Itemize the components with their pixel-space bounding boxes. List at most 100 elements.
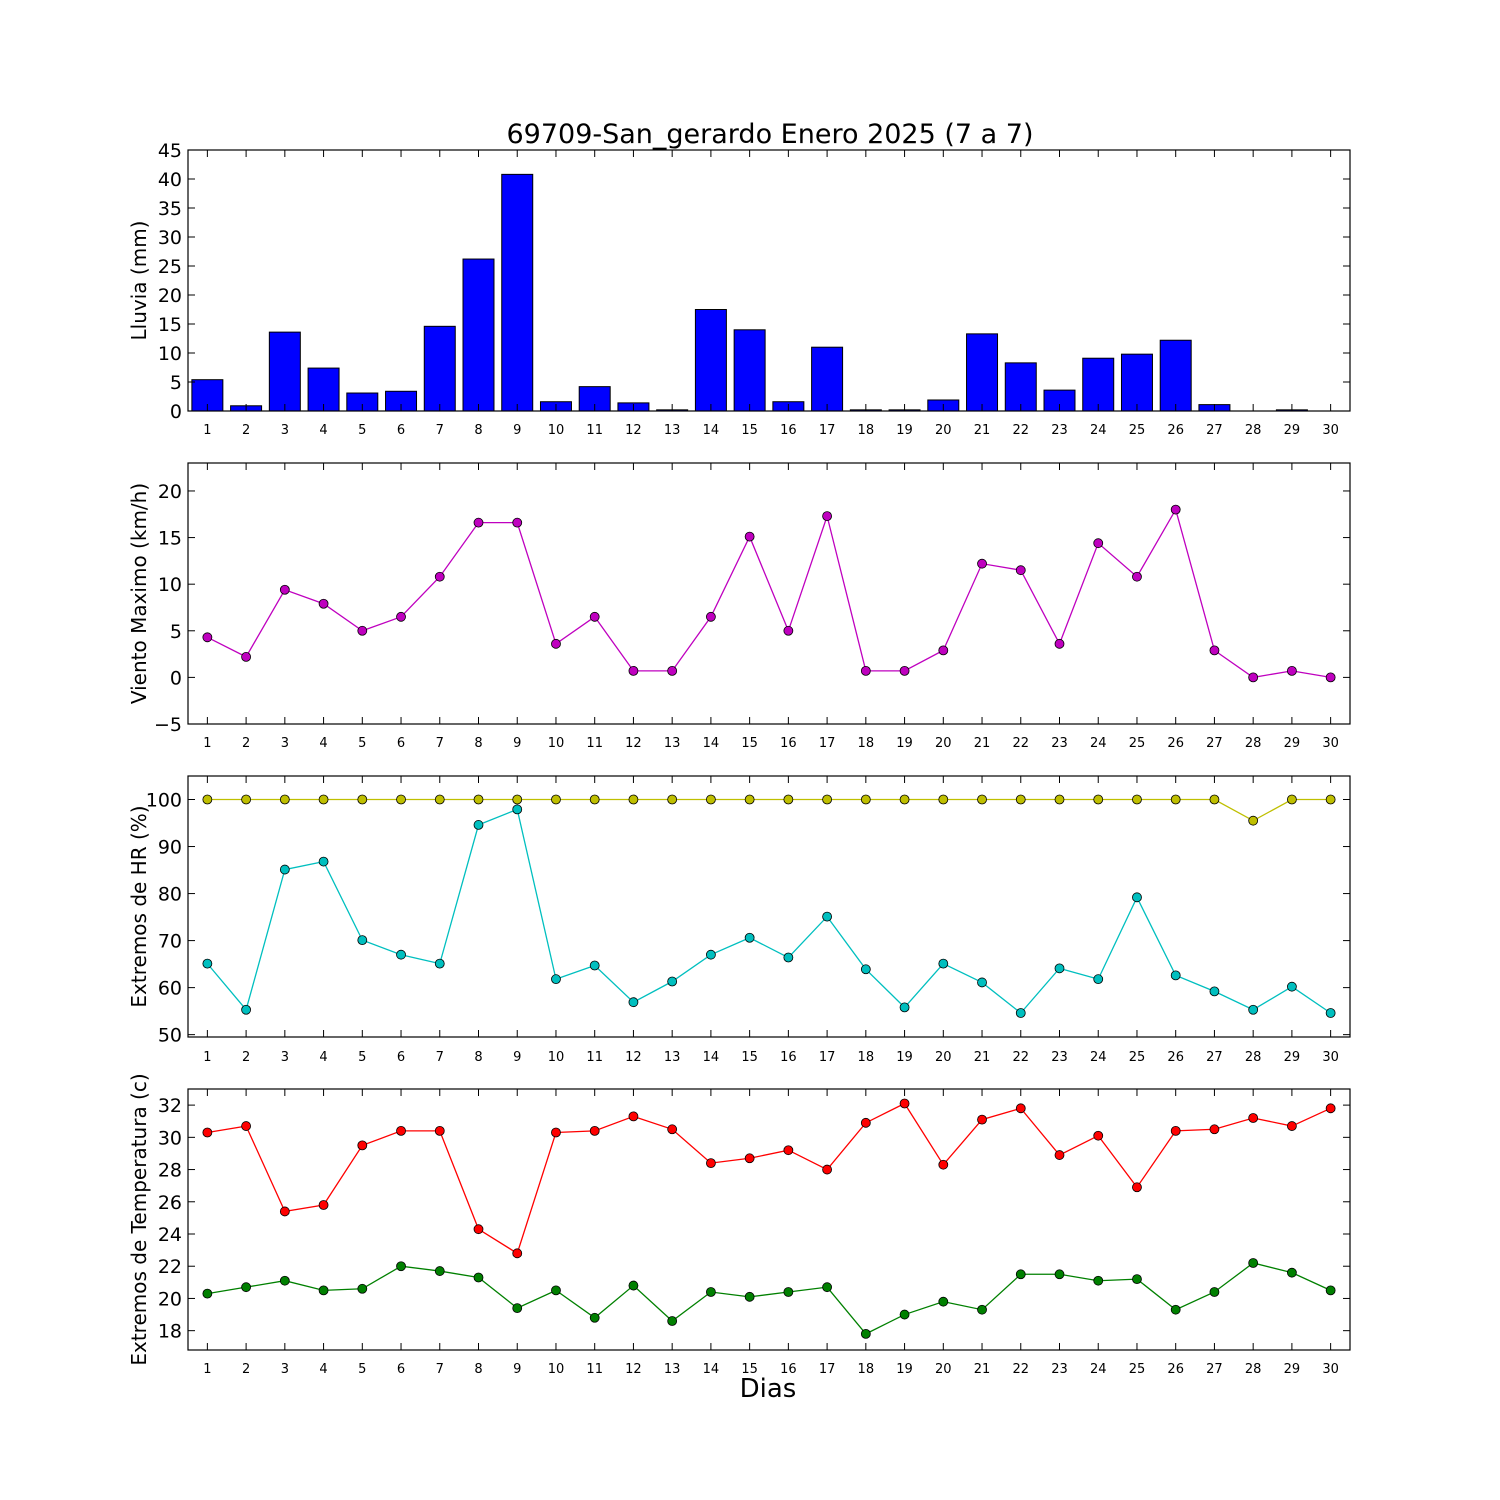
point-series-1-day-14 [706,794,716,805]
point-series-1-day-18 [860,794,871,805]
point-series-1-day-9 [512,1248,523,1259]
point-series-2-day-20 [938,1296,949,1307]
point-series-1-day-14 [706,611,716,622]
x-tick-label: 28 [1245,1362,1262,1377]
series-line-1 [207,1102,1331,1255]
point-series-1-day-29 [1287,665,1297,676]
point-series-2-day-25 [1132,892,1142,903]
x-tick-label: 4 [319,423,327,438]
point-series-2-day-15 [744,1291,755,1302]
x-tick-label: 20 [935,423,952,438]
point-series-1-day-12 [628,794,639,805]
point-series-2-day-2 [241,1004,252,1015]
x-tick-label: 13 [664,1050,681,1065]
x-tick-label: 20 [935,736,952,751]
point-series-1-day-1 [202,632,213,643]
point-series-1-day-11 [589,794,600,805]
x-tick-label: 25 [1129,423,1146,438]
point-series-1-day-15 [744,531,755,542]
x-tick-label: 9 [513,423,521,438]
y-tick-label: 70 [158,931,182,953]
x-tick-label: 3 [281,1362,289,1377]
bar-day-15 [733,329,766,412]
x-tick-label: 30 [1322,1362,1339,1377]
point-series-2-day-21 [977,1304,987,1315]
y-tick-label: 20 [158,285,182,307]
x-tick-label: 15 [741,1362,758,1377]
y-tick-label: 20 [158,1288,182,1310]
point-series-1-day-10 [551,638,561,649]
bar-day-3 [268,331,301,412]
point-series-1-day-26 [1170,794,1181,805]
point-series-1-day-19 [899,1098,910,1109]
x-tick-label: 11 [586,736,603,751]
point-series-2-day-26 [1170,970,1181,981]
x-tick-label: 11 [586,423,603,438]
point-series-1-day-25 [1132,571,1142,582]
x-tick-label: 4 [319,1362,327,1377]
x-tick-label: 27 [1206,1362,1223,1377]
point-series-2-day-3 [279,864,290,875]
x-tick-label: 29 [1284,1050,1301,1065]
point-series-2-day-26 [1170,1304,1181,1315]
point-series-2-day-4 [318,856,329,867]
point-series-2-day-1 [202,958,213,969]
point-series-1-day-13 [667,665,678,676]
x-tick-label: 18 [858,423,875,438]
y-axis-label: Lluvia (mm) [127,221,151,341]
point-series-2-day-6 [396,949,406,960]
x-tick-label: 12 [625,1050,642,1065]
series-line-1 [207,507,1331,679]
point-series-2-day-29 [1287,981,1297,992]
y-tick-label: 10 [158,343,182,365]
x-tick-label: 11 [586,1362,603,1377]
y-tick-label: 32 [158,1095,182,1117]
bar-day-22 [1004,362,1037,412]
point-series-2-day-16 [783,952,794,963]
point-series-2-day-30 [1325,1285,1336,1296]
point-series-1-day-26 [1170,504,1181,515]
x-tick-label: 13 [664,736,681,751]
point-series-2-day-2 [241,1282,252,1293]
point-series-1-day-5 [357,794,368,805]
x-tick-label: 30 [1322,736,1339,751]
point-series-1-day-28 [1248,672,1259,683]
point-series-2-day-14 [706,1287,716,1297]
point-series-1-day-21 [977,794,987,805]
x-tick-label: 12 [625,423,642,438]
x-tick-label: 17 [819,423,836,438]
point-series-2-day-30 [1325,1008,1336,1018]
y-tick-label: 24 [158,1224,182,1246]
x-tick-label: 22 [1012,736,1029,751]
y-tick-label: 18 [158,1321,182,1343]
y-tick-label: 100 [146,790,182,812]
x-tick-label: 26 [1167,423,1184,438]
y-tick-label: 26 [158,1192,182,1214]
point-series-2-day-11 [589,960,600,971]
x-tick-label: 18 [858,1050,875,1065]
x-tick-label: 3 [281,1050,289,1065]
point-series-2-day-3 [279,1275,290,1286]
point-series-1-day-16 [783,794,794,805]
y-axis-label: Viento Maximo (km/h) [127,483,151,704]
point-series-1-day-29 [1287,1121,1297,1131]
point-series-1-day-6 [396,1125,406,1136]
x-tick-label: 22 [1012,1050,1029,1065]
x-tick-label: 25 [1129,736,1146,751]
x-tick-label: 18 [858,736,875,751]
x-tick-label: 11 [586,1050,603,1065]
x-tick-label: 15 [741,736,758,751]
point-series-1-day-12 [628,665,639,676]
point-series-1-day-30 [1325,672,1336,683]
x-tick-label: 5 [358,1050,366,1065]
y-tick-label: 15 [158,528,182,550]
x-tick-label: 1 [203,1050,211,1065]
point-series-1-day-4 [318,1200,329,1210]
bar-day-21 [966,333,999,412]
point-series-1-day-19 [899,665,910,676]
y-axis-label: Extremos de HR (%) [127,805,151,1007]
